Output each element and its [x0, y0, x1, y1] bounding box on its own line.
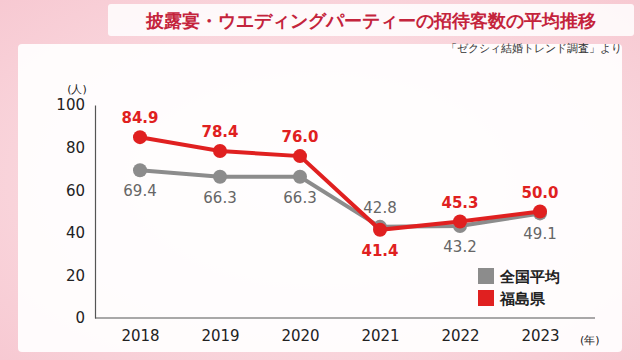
y-tick-label: 20 [66, 267, 85, 285]
y-tick-label: 0 [75, 309, 85, 327]
point [293, 149, 307, 163]
point [293, 170, 307, 184]
x-tick-label: 2020 [281, 327, 319, 345]
legend-swatch [478, 268, 494, 284]
data-label: 42.8 [363, 199, 396, 217]
point [213, 144, 227, 158]
data-label: 78.4 [201, 123, 238, 141]
y-axis: 0 20 40 60 80 100 [56, 96, 95, 327]
annotation: 「ゼクシィ結婚トレンド調査」より [446, 42, 622, 55]
y-tick: 40 [66, 224, 95, 242]
legend: 全国平均福島県 [478, 268, 560, 308]
y-tick-label: 40 [66, 224, 85, 242]
data-label: 66.3 [283, 189, 316, 207]
data-label: 49.1 [523, 225, 556, 243]
data-label: 69.4 [123, 182, 156, 200]
y-tick-label: 60 [66, 182, 85, 200]
data-label: 66.3 [203, 189, 236, 207]
y-tick: 80 [66, 139, 95, 157]
legend-swatch [478, 290, 494, 306]
x-tick: 2023 [521, 318, 559, 345]
x-tick-label: 2023 [521, 327, 559, 345]
x-tick-label: 2022 [441, 327, 479, 345]
x-axis-line [95, 317, 595, 318]
x-tick: 2021 [361, 318, 399, 345]
legend-label: 全国平均 [499, 268, 560, 286]
data-label: 76.0 [281, 128, 318, 146]
x-axis: 2018 2019 2020 2021 2022 2023 [95, 318, 595, 345]
point [213, 170, 227, 184]
y-tick-label: 80 [66, 139, 85, 157]
y-tick: 100 [56, 96, 95, 114]
point [453, 215, 467, 229]
title-banner [108, 4, 634, 36]
y-axis-line [95, 106, 96, 319]
y-tick: 60 [66, 182, 95, 200]
data-labels: 69.4 66.3 66.3 42.8 43.2 49.1 84.9 78.4 76.0 41.4… [121, 109, 558, 260]
chart: 披露宴・ウエディングパーティーの招待客数の平均推移「ゼクシィ結婚トレンド調査」よ… [0, 0, 640, 360]
point [533, 205, 547, 219]
y-tick: 20 [66, 267, 95, 285]
x-tick-label: 2019 [201, 327, 239, 345]
title: 披露宴・ウエディングパーティーの招待客数の平均推移 [145, 10, 596, 31]
marks [133, 130, 547, 237]
y-tick-label: 100 [56, 96, 85, 114]
panel [18, 44, 622, 352]
x-tick: 2020 [281, 318, 319, 345]
data-label: 41.4 [361, 242, 398, 260]
y-axis-title: (人) [67, 83, 87, 96]
point [133, 130, 147, 144]
data-label: 45.3 [441, 194, 478, 212]
data-label: 50.0 [521, 184, 558, 202]
x-tick-label: 2021 [361, 327, 399, 345]
y-tick: 0 [75, 309, 95, 327]
point [133, 163, 147, 177]
legend-label: 福島県 [499, 290, 546, 308]
x-tick: 2018 [121, 318, 159, 345]
x-axis-title: (年) [580, 334, 600, 347]
x-tick-label: 2018 [121, 327, 159, 345]
series-line [140, 137, 540, 230]
data-label: 43.2 [443, 238, 476, 256]
x-tick: 2022 [441, 318, 479, 345]
point [373, 223, 387, 237]
x-tick: 2019 [201, 318, 239, 345]
data-label: 84.9 [121, 109, 158, 127]
